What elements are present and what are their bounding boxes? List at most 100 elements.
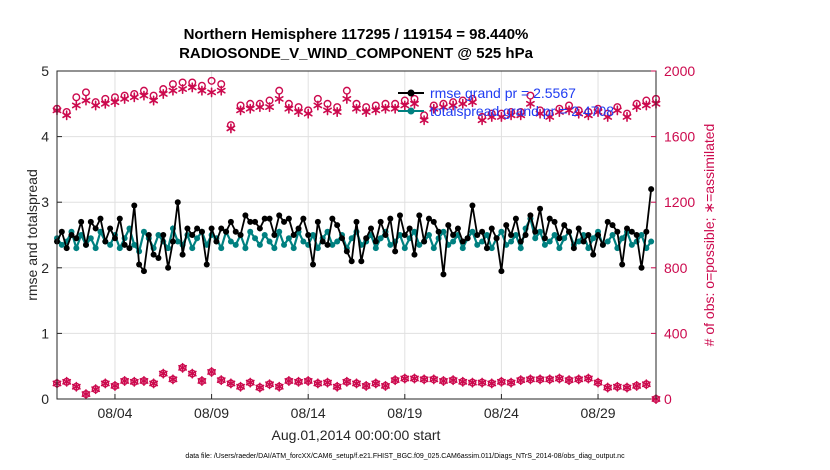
obs-assimilated-point: [265, 102, 274, 113]
rmse-point: [348, 258, 355, 265]
spread-point: [541, 241, 548, 248]
rmse-point: [68, 232, 75, 238]
obs-assimilated-point: [226, 123, 236, 134]
obs-assimilated-point-low: [477, 377, 487, 388]
rmse-point: [522, 232, 529, 238]
rmse-point: [459, 238, 466, 245]
spread-point: [619, 235, 626, 242]
rmse-point: [126, 245, 133, 252]
rmse-point: [643, 228, 650, 235]
obs-assimilated-point: [120, 93, 130, 104]
spread-point: [469, 228, 476, 235]
obs-assimilated-point: [91, 100, 101, 111]
spread-point: [155, 232, 162, 238]
rmse-point: [396, 212, 403, 219]
obs-assimilated-point-low: [149, 378, 159, 389]
rmse-point: [619, 261, 626, 268]
y-tick-label-left: 3: [41, 194, 49, 210]
obs-assimilated-point-low: [139, 375, 149, 386]
obs-assimilated-point-low: [120, 375, 130, 386]
obs-assimilated-point-low: [410, 373, 419, 384]
obs-assimilated-point-low: [612, 381, 622, 392]
plot-frame: [56, 70, 657, 400]
legend-marker: [407, 89, 415, 97]
obs-assimilated-point: [535, 108, 545, 119]
spread-point: [131, 241, 138, 248]
legend-item-spread: totalspread grand pr = 2.4708: [398, 103, 614, 119]
rmse-point: [469, 202, 476, 209]
obs-assimilated-point: [197, 85, 207, 96]
obs-possible-point: [207, 76, 216, 85]
obs-assimilated-point-low: [352, 378, 361, 389]
rmse-point: [416, 212, 423, 219]
obs-assimilated-point: [332, 107, 342, 117]
obs-assimilated-point: [448, 100, 458, 111]
obs-assimilated-point-low: [62, 376, 72, 387]
obs-assimilated-point: [284, 103, 294, 114]
spread-point: [396, 232, 403, 238]
rmse-point: [353, 218, 360, 225]
obs-assimilated-point: [525, 98, 535, 109]
rmse-point: [387, 215, 394, 222]
rmse-point: [537, 205, 544, 212]
obs-assimilated-point: [622, 111, 632, 122]
obs-assimilated-point: [71, 100, 81, 111]
y-axis-label-right: # of obs: o=possible; ∗=assimilated: [701, 124, 717, 347]
obs-assimilated-point-low: [236, 381, 246, 392]
obs-assimilated-point: [313, 100, 323, 111]
right-axis: 0 400 800 1200 1600 2000: [651, 63, 695, 407]
rmse-point: [638, 264, 645, 271]
left-axis: 0 1 2 3 4 5: [41, 63, 62, 407]
obs-assimilated-point: [390, 103, 400, 114]
rmse-point: [450, 232, 457, 238]
obs-assimilated-point-low: [632, 380, 642, 391]
obs-count-series: [52, 76, 661, 405]
obs-assimilated-point: [352, 103, 361, 114]
spread-point: [314, 245, 321, 252]
chart-subtitle: RADIOSONDE_V_WIND_COMPONENT @ 525 hPa: [179, 45, 534, 62]
obs-assimilated-point-low: [506, 377, 516, 388]
obs-assimilated-point-low: [448, 375, 458, 386]
rmse-point: [184, 225, 191, 232]
obs-assimilated-point: [439, 102, 448, 113]
spread-point: [140, 228, 147, 235]
rmse-series: [54, 186, 655, 278]
rmse-point: [305, 232, 312, 238]
obs-assimilated-point-low: [332, 381, 342, 392]
spread-point: [387, 241, 394, 248]
rmse-point: [136, 261, 143, 268]
obs-assimilated-point: [467, 97, 477, 108]
rmse-point: [483, 245, 490, 252]
spread-point: [401, 245, 408, 252]
rmse-point: [430, 218, 437, 225]
rmse-point: [474, 232, 481, 238]
obs-assimilated-point: [516, 110, 526, 121]
rmse-point: [435, 228, 442, 235]
rmse-point: [314, 218, 321, 225]
obs-assimilated-point: [236, 105, 246, 116]
y-tick-label-right: 2000: [664, 63, 695, 79]
spread-point: [281, 241, 288, 248]
obs-assimilated-point: [178, 84, 188, 95]
obs-assimilated-point: [574, 108, 584, 119]
rmse-point: [585, 232, 592, 238]
rmse-point: [63, 245, 70, 252]
rmse-point: [58, 228, 65, 235]
spread-point: [638, 232, 645, 238]
rmse-point: [97, 215, 104, 222]
spread-point: [285, 235, 292, 242]
y-axis-label-left: rmse and totalspread: [24, 169, 40, 301]
spread-point: [218, 245, 225, 252]
spread-point: [252, 235, 259, 242]
spread-point: [189, 245, 196, 252]
obs-assimilated-point-low: [178, 362, 188, 373]
rmse-point: [223, 228, 230, 235]
rmse-point: [324, 241, 331, 248]
spread-point: [290, 245, 297, 252]
rmse-point: [179, 251, 186, 258]
rmse-point: [382, 232, 389, 238]
obs-assimilated-point: [100, 98, 110, 109]
rmse-point: [189, 232, 196, 238]
rmse-point: [87, 218, 94, 225]
rmse-point: [256, 225, 263, 232]
